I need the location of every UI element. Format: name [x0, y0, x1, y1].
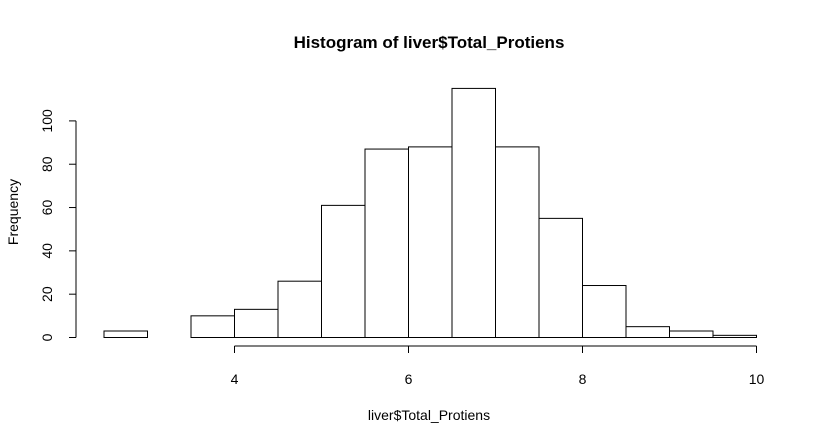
histogram-bar	[103, 330, 148, 339]
histogram-bar	[364, 148, 409, 338]
histogram-bar	[669, 330, 714, 339]
y-tick-label: 40	[39, 243, 55, 259]
y-tick-label: 60	[39, 200, 55, 216]
histogram-bar	[451, 87, 496, 338]
x-tick-label: 4	[231, 371, 239, 387]
histogram-bar	[277, 280, 322, 338]
y-tick-label: 20	[39, 286, 55, 302]
y-tick-label: 80	[39, 156, 55, 172]
y-tick-label: 0	[39, 333, 55, 341]
histogram-bar	[190, 315, 235, 338]
histogram-bar	[582, 285, 627, 338]
x-tick-label: 10	[749, 371, 765, 387]
chart-title: Histogram of liver$Total_Protiens	[294, 33, 565, 52]
histogram-bar	[538, 217, 583, 338]
y-axis: 0 20 40 60 80 100	[39, 109, 77, 341]
x-axis-label: liver$Total_Protiens	[368, 407, 490, 423]
histogram-bar	[408, 146, 453, 338]
x-tick-label: 8	[579, 371, 587, 387]
y-tick-label: 100	[39, 109, 55, 133]
histogram-bar	[625, 326, 670, 339]
x-axis: 4 6 8 10	[231, 345, 765, 387]
histogram-bar	[321, 204, 366, 338]
histogram-bar	[495, 146, 540, 338]
histogram-bar	[712, 334, 757, 339]
histogram-bar	[234, 308, 279, 339]
y-axis-label: Frequency	[5, 179, 21, 245]
bars-group	[103, 87, 757, 339]
x-tick-label: 6	[405, 371, 413, 387]
